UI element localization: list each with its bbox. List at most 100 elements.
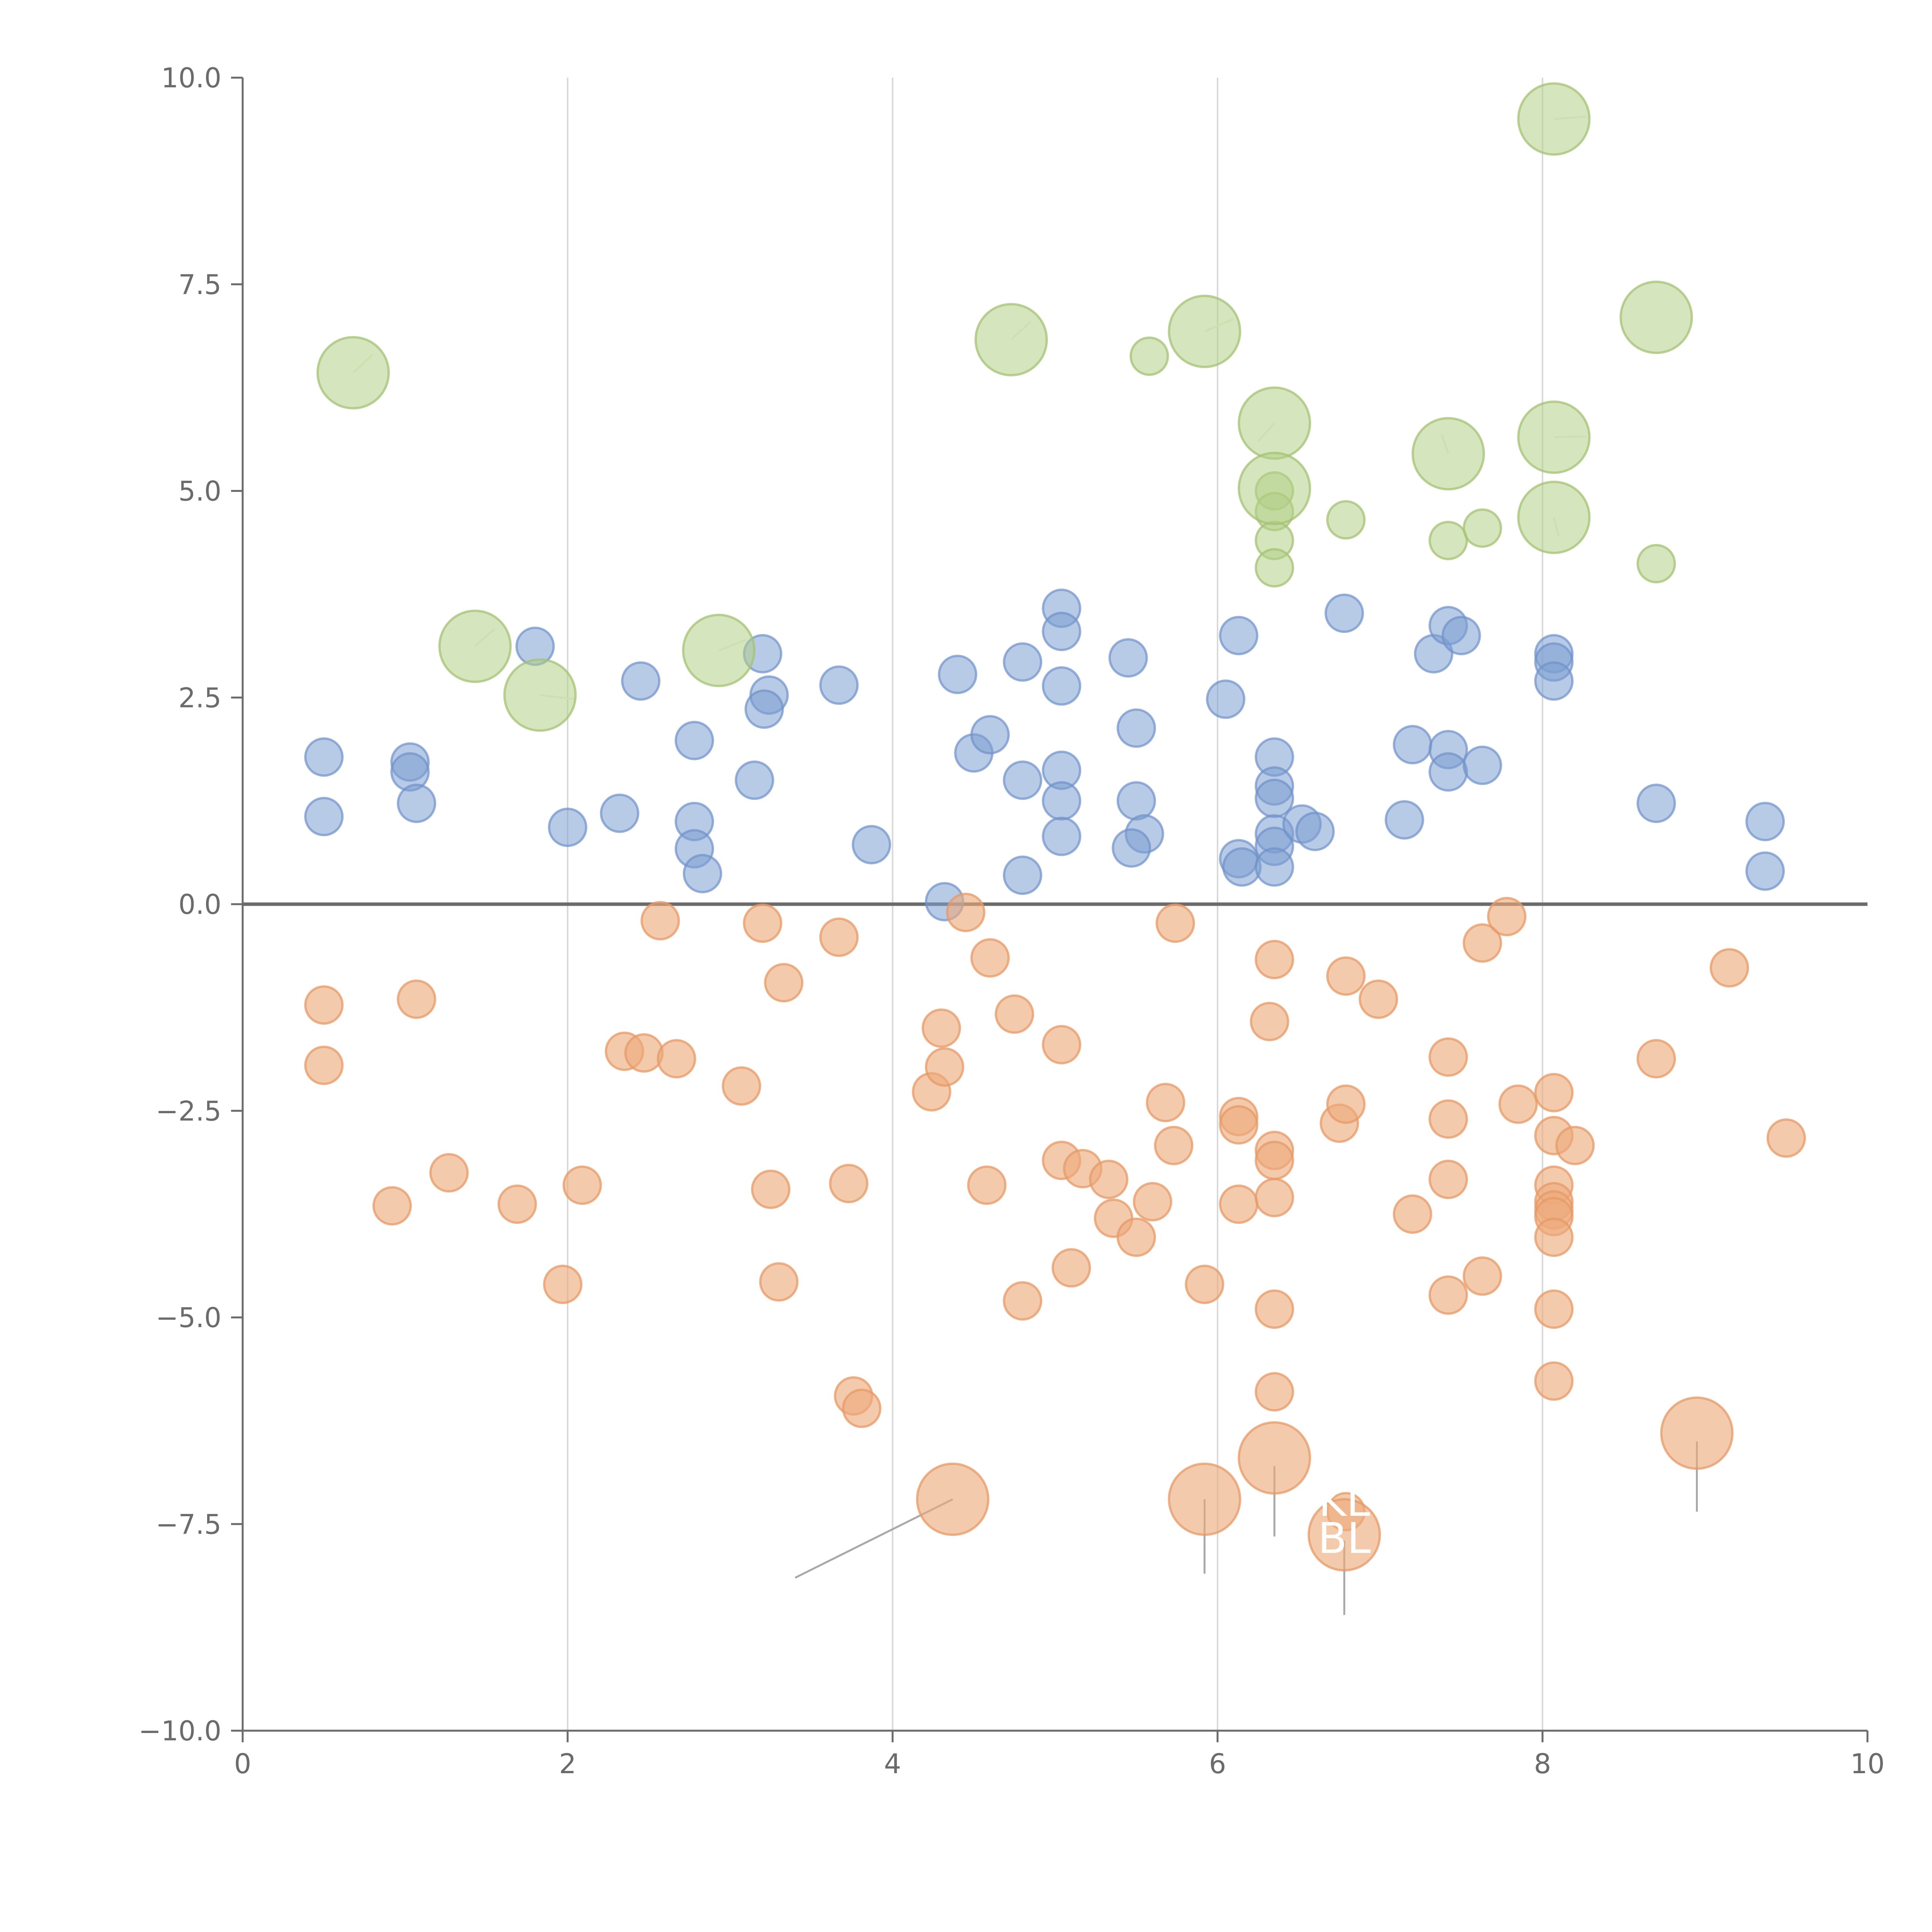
data-point (1709, 948, 1749, 988)
series-blue (304, 588, 1785, 922)
y-tick-label: −7.5 (156, 1509, 221, 1540)
data-point (1324, 594, 1364, 633)
data-point (1429, 1037, 1468, 1077)
data-point (938, 655, 978, 694)
data-point (1255, 1289, 1294, 1329)
y-tick-label: −10.0 (138, 1715, 221, 1747)
data-point (503, 658, 577, 732)
x-tick-label: 6 (1209, 1748, 1226, 1780)
data-point (1429, 520, 1468, 560)
data-point (1307, 1498, 1381, 1572)
data-point (946, 893, 986, 932)
data-point (1636, 784, 1676, 823)
data-point (396, 784, 436, 823)
data-point (543, 1264, 583, 1304)
data-point (1517, 400, 1591, 474)
series-orange (304, 893, 1806, 1532)
data-point (1250, 1002, 1289, 1041)
x-tick-label: 0 (234, 1748, 252, 1780)
data-point (819, 917, 859, 957)
data-point (922, 1008, 961, 1048)
data-point (1517, 480, 1591, 554)
annotation-label: KL (1318, 1476, 1370, 1526)
data-point (1429, 1275, 1468, 1315)
data-point (1255, 940, 1294, 980)
data-point (1295, 811, 1335, 851)
data-point (1412, 417, 1485, 491)
data-point (656, 1039, 696, 1078)
data-point (1112, 828, 1151, 868)
data-point (562, 1165, 602, 1205)
data-point (1487, 897, 1527, 937)
x-tick-label: 10 (1850, 1748, 1884, 1780)
series-orange-large (916, 1396, 1734, 1572)
data-point (1108, 638, 1148, 678)
data-point (1042, 612, 1082, 651)
data-point (759, 1262, 799, 1302)
data-point (1384, 800, 1424, 840)
data-point (1534, 1361, 1574, 1401)
data-point (600, 793, 639, 833)
y-tick-label: 5.0 (179, 476, 221, 507)
data-point (1089, 1160, 1129, 1199)
y-tick-label: 2.5 (179, 682, 221, 714)
y-tick-label: 7.5 (179, 269, 221, 301)
data-point (1619, 281, 1693, 354)
data-point (1051, 1248, 1091, 1288)
data-point (1359, 979, 1398, 1019)
data-point (1463, 508, 1502, 548)
data-point (1116, 781, 1156, 821)
data-point (1133, 1182, 1172, 1222)
data-point (1636, 544, 1676, 583)
x-tick-label: 2 (559, 1748, 577, 1780)
data-point (1429, 1160, 1468, 1199)
data-point (1429, 752, 1468, 792)
data-point (995, 994, 1034, 1034)
data-point (1146, 1083, 1185, 1122)
x-tick-label: 8 (1534, 1748, 1551, 1780)
data-point (1660, 1396, 1734, 1470)
y-tick-label: 0.0 (179, 889, 221, 920)
data-point (743, 903, 782, 943)
data-point (1745, 851, 1785, 891)
data-point (682, 614, 756, 687)
data-point (1766, 1118, 1806, 1158)
data-point (842, 1388, 882, 1428)
data-point (1745, 802, 1785, 842)
data-point (1463, 745, 1502, 785)
data-point (1517, 82, 1591, 156)
data-point (497, 1184, 537, 1224)
data-point (967, 1165, 1007, 1205)
data-point (1534, 1218, 1574, 1257)
series-green-large (316, 82, 1693, 732)
tick-marks: 0 2 4 6 8 10 10.0 7.5 5.0 2.5 0.0 −2.5 −5.0 −7.5 −10.0 (138, 62, 1884, 1780)
data-point (1116, 1218, 1156, 1257)
data-point (1441, 616, 1481, 655)
data-point (819, 665, 859, 705)
data-point (721, 1066, 761, 1106)
annotations: KL BL (1318, 1476, 1371, 1563)
data-point (304, 985, 344, 1025)
data-point (1636, 1039, 1676, 1078)
data-point (735, 760, 774, 800)
data-point (1003, 855, 1043, 895)
data-point (1003, 642, 1043, 682)
data-point (1534, 661, 1574, 701)
data-point (751, 1169, 791, 1209)
data-point (1326, 1084, 1366, 1124)
data-point (1429, 1099, 1468, 1139)
data-point (1326, 956, 1366, 996)
data-point (1129, 336, 1169, 376)
data-point (396, 979, 436, 1019)
series-green (1129, 336, 1676, 588)
data-point (1116, 708, 1156, 748)
data-point (1393, 725, 1432, 765)
data-point (1555, 1126, 1595, 1165)
data-point (1042, 666, 1082, 706)
data-point (1219, 1105, 1259, 1145)
data-point (438, 609, 512, 683)
data-point (1168, 294, 1242, 368)
data-point (621, 661, 661, 701)
data-point (829, 1163, 869, 1203)
